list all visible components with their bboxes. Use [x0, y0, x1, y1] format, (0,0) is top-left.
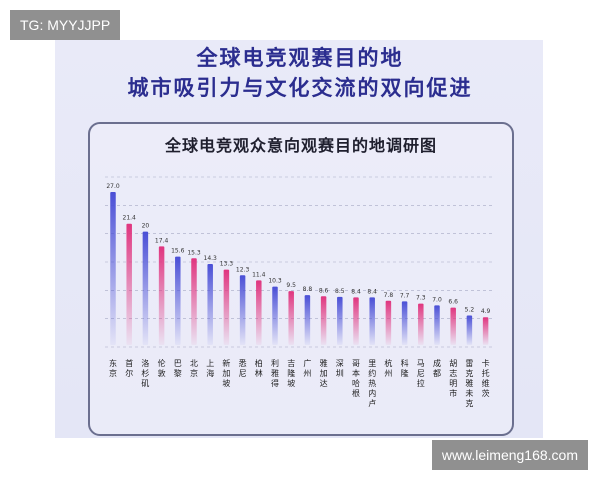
- bar: [191, 258, 197, 345]
- data-label: 15.6: [171, 248, 185, 255]
- bar: [175, 256, 181, 345]
- chart-title: 全球电竞观众意向观赛目的地调研图: [164, 136, 437, 155]
- bar: [434, 305, 440, 345]
- bar: [337, 296, 343, 345]
- bar: [207, 263, 213, 345]
- category-label: 东京: [109, 358, 117, 378]
- category-label: 广州: [303, 358, 311, 378]
- category-label: 巴黎: [174, 359, 182, 378]
- data-label: 4.9: [481, 308, 491, 315]
- category-label: 首尔: [125, 358, 133, 378]
- data-label: 8.8: [303, 286, 313, 293]
- bar: [288, 291, 294, 345]
- category-label: 洛杉矶: [141, 358, 149, 388]
- bar: [239, 275, 246, 345]
- category-label: 雅加达: [320, 358, 328, 388]
- category-label: 里约热内卢: [368, 359, 376, 408]
- bar: [418, 303, 424, 345]
- data-label: 7.3: [416, 295, 426, 302]
- data-label: 14.3: [204, 255, 218, 262]
- bar: [142, 231, 149, 345]
- bar: [272, 286, 278, 345]
- headline-line-2: 城市吸引力与文化交流的双向促进: [127, 76, 473, 100]
- category-label: 哥本哈根: [352, 359, 360, 398]
- data-label: 5.2: [465, 307, 475, 314]
- category-label: 吉隆坡: [287, 359, 295, 388]
- data-label: 27.0: [106, 183, 120, 190]
- bar: [369, 297, 375, 345]
- data-label: 9.5: [286, 282, 296, 289]
- bar: [110, 192, 116, 345]
- bar: [466, 315, 473, 345]
- category-label: 杭州: [384, 358, 392, 378]
- data-label: 7.0: [432, 296, 442, 303]
- bar: [126, 223, 132, 345]
- data-label: 20: [142, 223, 150, 230]
- category-label: 深圳: [336, 359, 344, 378]
- data-label: 11.4: [252, 271, 266, 278]
- category-label: 成都: [433, 358, 441, 378]
- category-label: 卡托维茨: [482, 358, 490, 398]
- category-label: 雷克雅未克: [465, 359, 473, 408]
- category-label: 马尼拉: [417, 359, 425, 388]
- bar: [482, 317, 489, 345]
- category-label: 悉尼: [239, 358, 247, 378]
- data-label: 15.3: [187, 249, 201, 256]
- data-label: 7.8: [384, 292, 394, 299]
- data-label: 7.7: [400, 292, 410, 299]
- data-label: 8.4: [351, 288, 361, 295]
- category-label: 北京: [190, 359, 198, 378]
- watermark-bottom: www.leimeng168.com: [431, 440, 588, 470]
- data-label: 17.4: [155, 237, 169, 244]
- watermark-top: TG: MYYJJPP: [10, 10, 121, 40]
- data-label: 8.5: [335, 288, 345, 295]
- bar: [353, 297, 359, 345]
- data-label: 10.3: [268, 278, 282, 285]
- category-label: 科隆: [401, 358, 409, 378]
- category-label: 新加坡: [222, 358, 230, 388]
- category-label: 利雅得: [271, 358, 279, 388]
- category-label: 伦敦: [158, 358, 166, 378]
- bar: [320, 296, 327, 345]
- data-label: 21.4: [123, 215, 137, 222]
- bar: [256, 280, 262, 345]
- bar: [158, 246, 165, 345]
- chart-panel: [88, 122, 514, 436]
- data-label: 8.4: [367, 288, 377, 295]
- category-label: 柏林: [255, 358, 263, 378]
- bar: [223, 269, 230, 345]
- data-label: 12.3: [236, 266, 250, 273]
- bar: [304, 295, 311, 345]
- category-label: 上海: [206, 359, 214, 378]
- bar: [401, 301, 408, 345]
- data-label: 13.3: [220, 261, 234, 268]
- data-label: 8.6: [319, 287, 329, 294]
- bar: [450, 307, 456, 345]
- headline-line-1: 全球电竞观赛目的地: [196, 46, 404, 70]
- bar: [385, 300, 392, 345]
- category-label: 胡志明市: [449, 358, 457, 398]
- data-label: 6.6: [448, 299, 458, 306]
